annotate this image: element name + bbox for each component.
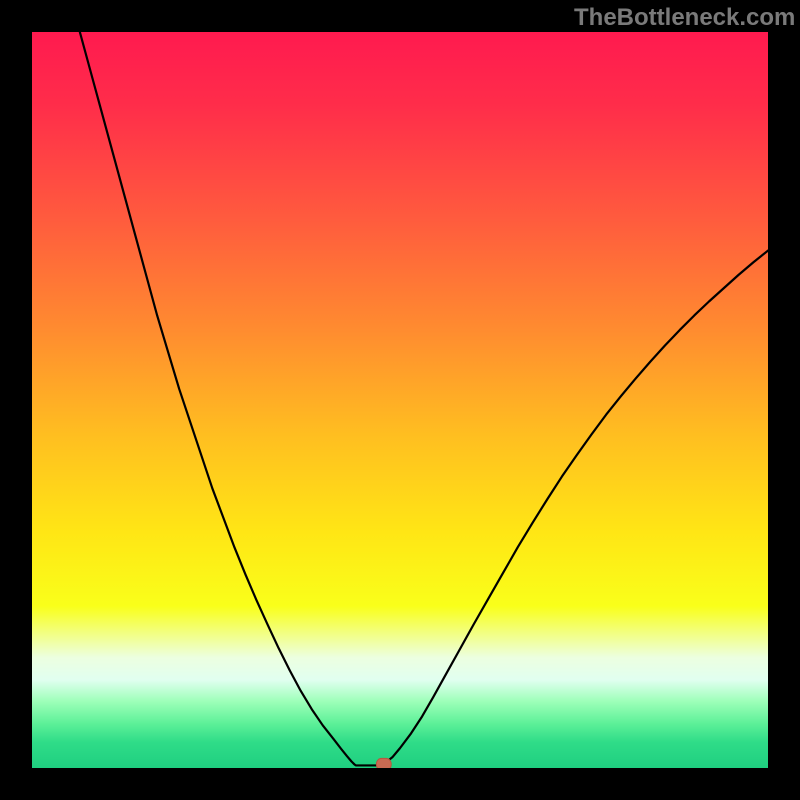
gradient-background (32, 32, 768, 768)
watermark: TheBottleneck.com (574, 4, 795, 32)
bottleneck-chart (32, 32, 768, 768)
optimal-marker (376, 758, 391, 768)
